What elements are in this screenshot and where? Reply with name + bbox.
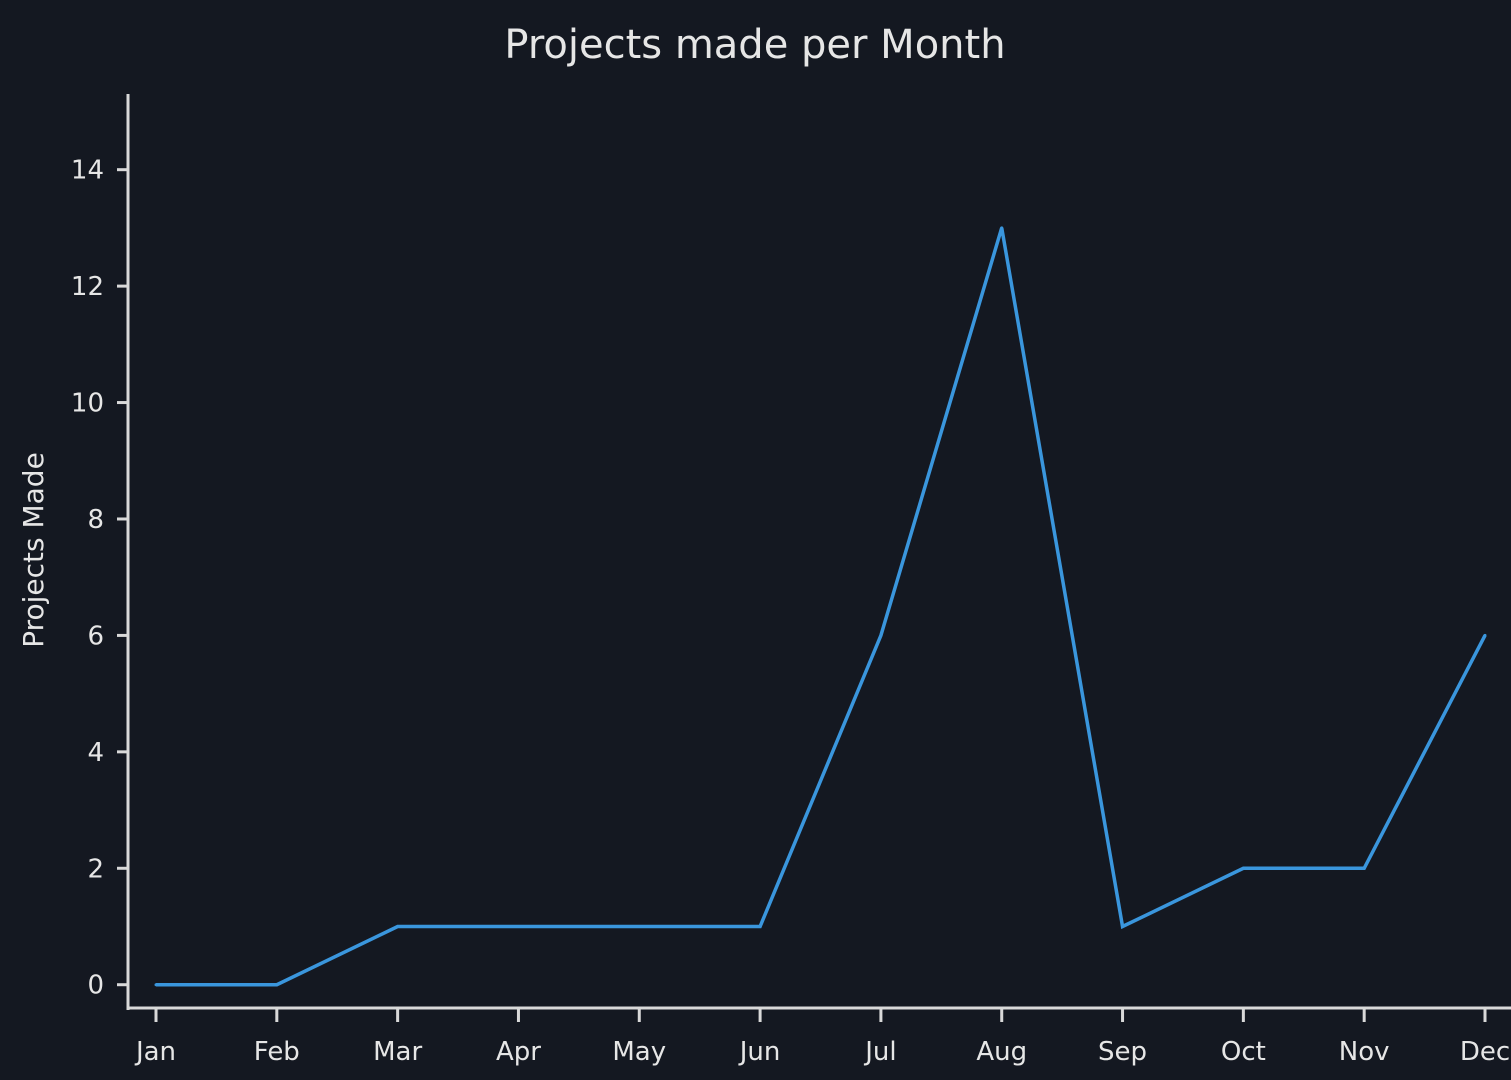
- y-tick-label: 0: [87, 971, 104, 1001]
- x-tick-label: Nov: [1339, 1037, 1390, 1067]
- data-point: [879, 633, 883, 637]
- x-tick-label: Sep: [1098, 1037, 1147, 1067]
- x-tick-label: Jun: [738, 1037, 781, 1067]
- y-ticks-group: 0 2 4 6 8 10 12 14: [71, 156, 128, 1001]
- data-point: [1000, 226, 1004, 230]
- data-point: [1483, 633, 1487, 637]
- y-tick-label: 12: [71, 272, 104, 302]
- chart-title: Projects made per Month: [504, 22, 1005, 68]
- data-point: [1241, 866, 1245, 870]
- x-tick-label: Jan: [134, 1037, 176, 1067]
- data-point: [637, 924, 641, 928]
- y-tick-label: 8: [87, 505, 104, 535]
- y-tick-label: 4: [87, 738, 104, 768]
- x-tick-label: Apr: [496, 1037, 541, 1067]
- data-point: [758, 924, 762, 928]
- x-ticks-group: Jan Feb Mar Apr May Jun Jul Aug Sep Oct Nov Dec: [134, 1008, 1510, 1067]
- y-tick-label: 14: [71, 156, 104, 186]
- series-layer: [154, 226, 1487, 987]
- x-tick-label: Mar: [373, 1037, 422, 1067]
- y-tick-label: 6: [87, 621, 104, 651]
- y-tick-label: 10: [71, 389, 104, 419]
- x-tick-label: Feb: [254, 1037, 300, 1067]
- x-tick-label: Jul: [863, 1037, 896, 1067]
- x-tick-label: Dec: [1460, 1037, 1510, 1067]
- data-point: [1121, 924, 1125, 928]
- x-tick-label: May: [612, 1037, 666, 1067]
- data-point: [1362, 866, 1366, 870]
- x-tick-label: Oct: [1221, 1037, 1266, 1067]
- data-point: [275, 983, 279, 987]
- data-point: [396, 924, 400, 928]
- y-axis-label: Projects Made: [17, 452, 50, 648]
- data-point: [154, 983, 158, 987]
- x-tick-label: Aug: [976, 1037, 1027, 1067]
- series-line: [156, 227, 1487, 987]
- data-point: [516, 924, 520, 928]
- y-tick-label: 2: [87, 854, 104, 884]
